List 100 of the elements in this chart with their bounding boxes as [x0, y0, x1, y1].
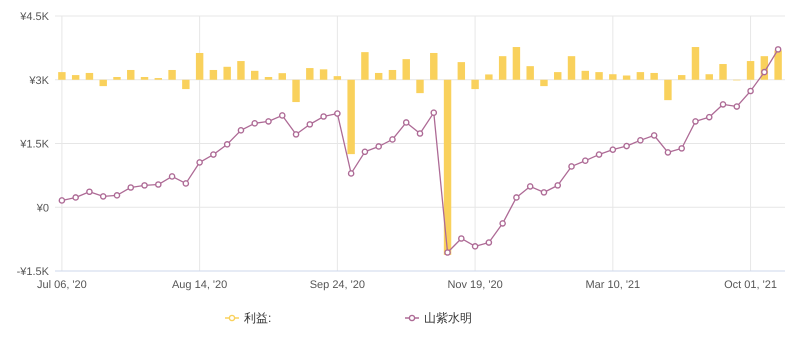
point [499, 220, 506, 227]
point [182, 180, 190, 187]
point [100, 193, 107, 200]
point [251, 120, 258, 127]
bar [664, 80, 672, 100]
point [637, 137, 644, 144]
bar [113, 76, 121, 80]
y-tick-label: -¥1.5K [16, 266, 50, 278]
bar [622, 76, 630, 80]
point [664, 149, 672, 156]
bar [72, 75, 80, 80]
x-tick-label: Sep 24, '20 [310, 279, 366, 291]
bar [140, 76, 148, 80]
point [58, 197, 66, 204]
bar [334, 76, 342, 80]
point [224, 141, 230, 148]
point [210, 151, 217, 158]
y-tick-label: ¥1.5K [19, 138, 50, 150]
bar [196, 52, 204, 80]
point [554, 182, 562, 189]
x-tick-label: Oct 01, '21 [724, 279, 777, 291]
point [362, 148, 368, 156]
point [540, 189, 548, 196]
bar [361, 52, 369, 80]
point [196, 159, 203, 166]
point [761, 68, 768, 76]
point [334, 110, 341, 117]
bar [595, 72, 603, 80]
point [238, 127, 244, 134]
bar [471, 80, 479, 90]
bar [719, 64, 727, 80]
bar [347, 80, 355, 154]
x-tick-label: Nov 19, '20 [447, 279, 503, 291]
bar [416, 80, 424, 94]
bar [99, 80, 107, 86]
bar [554, 72, 562, 80]
point [375, 143, 382, 150]
point [278, 112, 286, 119]
point [458, 235, 465, 242]
point [623, 142, 630, 150]
bar [498, 56, 506, 80]
bar [278, 73, 286, 80]
bar [264, 76, 272, 80]
point [733, 103, 740, 110]
point [678, 145, 685, 152]
point [348, 170, 354, 177]
bar [168, 70, 176, 80]
bar [402, 59, 410, 80]
point [155, 181, 162, 188]
bar [746, 61, 754, 80]
bar [706, 74, 713, 80]
point [720, 101, 726, 108]
bar [127, 70, 134, 80]
point [416, 130, 424, 137]
point [72, 194, 79, 201]
point [168, 173, 176, 180]
point [86, 188, 93, 196]
point [610, 146, 616, 153]
point [472, 243, 478, 250]
legend-label: 山紫水明 [424, 311, 472, 325]
bar [774, 50, 782, 80]
bar [636, 72, 644, 80]
point [650, 132, 658, 139]
legend-label: 利益: [244, 311, 272, 325]
bar [292, 80, 300, 102]
point [306, 121, 314, 128]
point [747, 88, 754, 94]
bar [251, 70, 258, 80]
point [568, 163, 575, 170]
point [430, 109, 438, 116]
x-tick-label: Mar 10, '21 [585, 279, 640, 291]
point [292, 131, 300, 138]
bar [568, 56, 576, 80]
bar [692, 47, 700, 80]
bar [86, 72, 94, 80]
bar [678, 75, 686, 80]
bar [320, 69, 328, 80]
point [444, 249, 451, 256]
bar [650, 72, 658, 80]
bar [512, 47, 520, 80]
point [141, 182, 148, 189]
point [582, 157, 589, 164]
bar [223, 66, 231, 80]
point [320, 113, 327, 120]
point [486, 239, 492, 246]
bar [485, 74, 493, 80]
point [389, 136, 396, 143]
point [526, 183, 534, 190]
x-tick-label: Aug 14, '20 [172, 279, 228, 291]
point [774, 46, 782, 53]
bar [582, 70, 589, 80]
point [127, 184, 134, 191]
bar [182, 80, 190, 90]
bar [540, 80, 548, 86]
point [513, 194, 520, 201]
bar [210, 70, 218, 80]
point [596, 151, 602, 158]
bar [58, 72, 66, 80]
y-tick-label: ¥3K [28, 74, 50, 87]
bar [526, 66, 534, 80]
